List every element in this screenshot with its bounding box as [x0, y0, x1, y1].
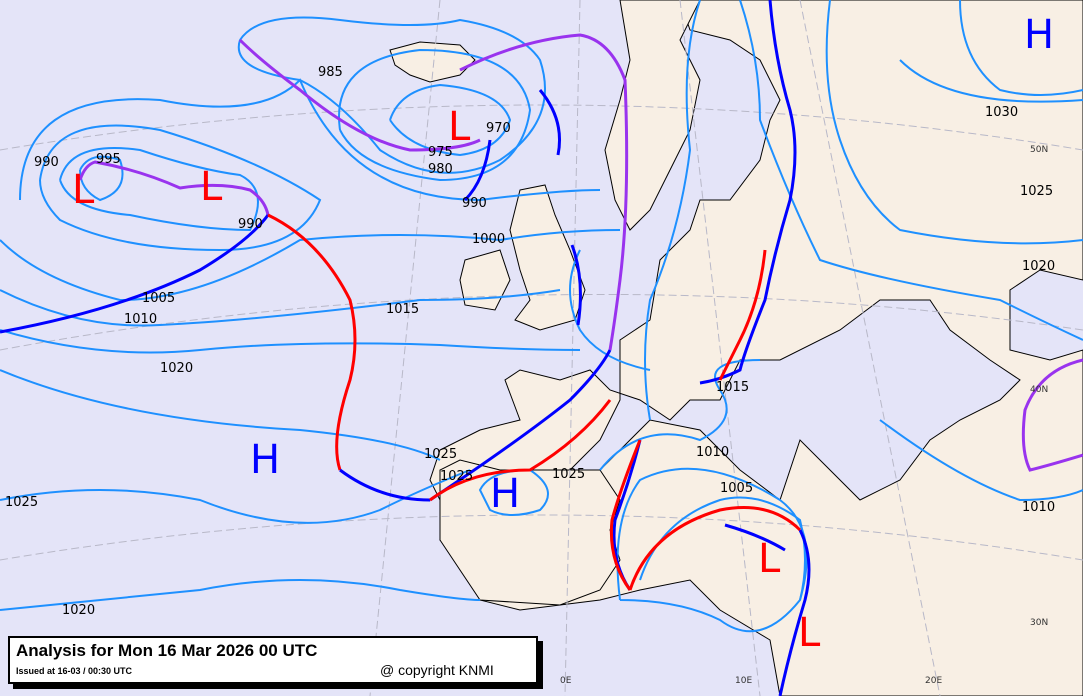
occluded-front: [238, 33, 629, 351]
isobar-label: 1025: [1020, 184, 1053, 199]
isobar-line: [959, 0, 1083, 96]
isobar-label: 1025: [440, 469, 473, 484]
isobar-line: [0, 229, 621, 302]
warm-front: [429, 399, 612, 502]
isobar-line: [879, 419, 1083, 502]
warm-front: [267, 213, 357, 471]
copyright: @ copyright KNMI: [380, 662, 494, 678]
grid-label: 10E: [735, 676, 752, 686]
isobar-line: [0, 469, 471, 524]
isobar-label: 975: [428, 145, 453, 160]
grid-label: 30N: [1030, 618, 1048, 628]
high-pressure-center: H: [1024, 12, 1054, 58]
cold-front: [699, 0, 797, 385]
isobar-label: 1030: [985, 105, 1018, 120]
land-scandinavia: [604, 0, 701, 231]
isobar-line: [19, 78, 601, 202]
high-pressure-center: H: [490, 471, 520, 517]
isobar-label: 1020: [62, 603, 95, 618]
isobar-line: [0, 369, 441, 461]
issued-time: Issued at 16-03 / 00:30 UTC: [16, 666, 133, 676]
isobar-label: 990: [34, 155, 59, 170]
isobar-label: 1025: [552, 467, 585, 482]
isobar-line: [825, 0, 1083, 245]
isobar-label: 1010: [124, 312, 157, 327]
isobar-label: 1015: [386, 302, 419, 317]
warm-front: [609, 439, 802, 591]
isobars: [0, 0, 1083, 633]
isobar-label: 1005: [142, 291, 175, 306]
land-areas: [389, 0, 1083, 696]
analysis-title: Analysis for Mon 16 Mar 2026 00 UTC: [16, 641, 318, 660]
isobar-line: [639, 496, 806, 601]
grid-label: 50N: [1030, 145, 1048, 155]
isobar-line: [478, 468, 549, 516]
isobar-label: 985: [318, 65, 343, 80]
isobar-line: [569, 249, 651, 371]
grid-label: 0E: [560, 676, 572, 686]
analysis-caption: Analysis for Mon 16 Mar 2026 00 UTC Issu…: [8, 636, 538, 684]
isobar-label: 1015: [716, 380, 749, 395]
isobar-label: 995: [96, 152, 121, 167]
low-pressure-center: L: [200, 164, 223, 210]
isobar-label: 990: [238, 217, 263, 232]
isobar-label: 1010: [696, 445, 729, 460]
cold-front: [0, 214, 270, 334]
low-pressure-center: L: [448, 104, 471, 150]
grid-label: 20E: [925, 676, 942, 686]
isobar-line: [899, 59, 1083, 103]
low-pressure-center: L: [798, 610, 821, 656]
occluded-front: [1021, 358, 1083, 472]
isobar-label: 1025: [5, 495, 38, 510]
isobar-line: [338, 48, 532, 182]
land-iberia-africa: [439, 459, 621, 606]
grid-label: 40N: [1030, 385, 1048, 395]
isobar-label: 1025: [424, 447, 457, 462]
cold-front: [463, 139, 492, 202]
isobar-line: [739, 0, 1083, 341]
isobar-label: 980: [428, 162, 453, 177]
isobar-label: 1000: [472, 232, 505, 247]
grid-labels: 50N 40N 30N 0E 10E 20E: [560, 145, 1048, 686]
isobar-label: 970: [486, 121, 511, 136]
isobar-line: [0, 289, 561, 327]
isobar-labels: 985 970 975 980 990 995 990 990 1000 1005 1010 1015…: [5, 65, 1055, 618]
isobar-label: 990: [462, 196, 487, 211]
high-pressure-center: H: [250, 437, 280, 483]
isobar-line: [39, 124, 322, 252]
cold-front: [570, 244, 582, 326]
isobar-line: [0, 579, 481, 611]
isobar-label: 1020: [1022, 259, 1055, 274]
isobar-label: 1005: [720, 481, 753, 496]
isobar-line: [644, 0, 701, 421]
cold-front: [724, 523, 786, 552]
occluded-front: [78, 160, 270, 216]
isobar-line: [0, 329, 581, 354]
isobar-label: 1020: [160, 361, 193, 376]
low-pressure-center: L: [72, 167, 95, 213]
land-ireland: [459, 249, 511, 311]
isobar-line: [237, 16, 546, 174]
isobar-line: [79, 155, 124, 202]
isobar-label: 1010: [1022, 500, 1055, 515]
cold-front: [339, 349, 612, 502]
warm-front: [718, 249, 767, 381]
cold-front: [538, 89, 562, 156]
low-pressure-center: L: [758, 536, 781, 582]
